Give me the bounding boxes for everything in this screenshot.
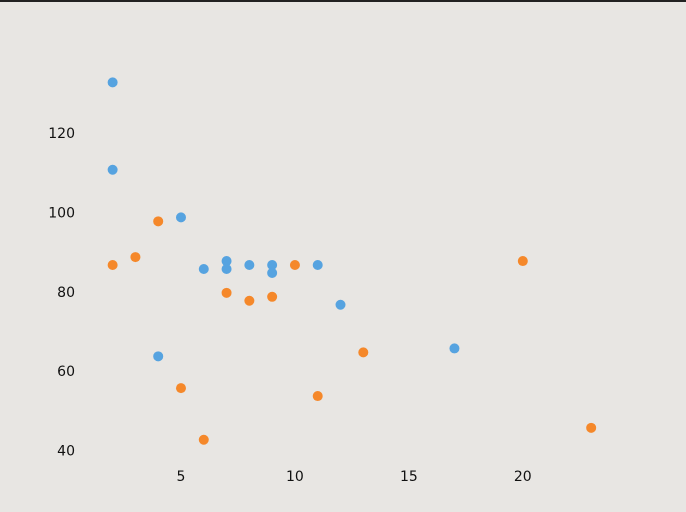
point: [175, 383, 186, 394]
point: [130, 252, 141, 263]
point: [267, 267, 278, 278]
top-border: [0, 0, 686, 2]
y-tick-label: 60: [57, 364, 75, 380]
x-tick-label: 15: [400, 469, 418, 485]
point: [312, 391, 323, 402]
point: [358, 347, 369, 358]
point: [267, 260, 278, 271]
point: [107, 77, 118, 88]
point: [153, 216, 164, 227]
point: [198, 434, 209, 445]
point: [221, 287, 232, 298]
point: [244, 295, 255, 306]
point: [153, 351, 164, 362]
point: [175, 212, 186, 223]
point: [221, 256, 232, 267]
x-tick-label: 20: [514, 469, 532, 485]
point: [198, 263, 209, 274]
point: [107, 164, 118, 175]
point: [312, 260, 323, 271]
point: [586, 422, 597, 433]
point: [517, 256, 528, 267]
x-tick-label: 10: [286, 469, 304, 485]
x-tick-label: 5: [177, 469, 186, 485]
point: [289, 260, 300, 271]
point: [244, 260, 255, 271]
point: [221, 263, 232, 274]
y-tick-label: 40: [57, 444, 75, 460]
y-tick-label: 80: [57, 285, 75, 301]
point: [267, 291, 278, 302]
point: [107, 260, 118, 271]
y-tick-label: 120: [48, 126, 75, 142]
point: [335, 299, 346, 310]
y-tick-label: 100: [48, 205, 75, 221]
point: [449, 343, 460, 354]
